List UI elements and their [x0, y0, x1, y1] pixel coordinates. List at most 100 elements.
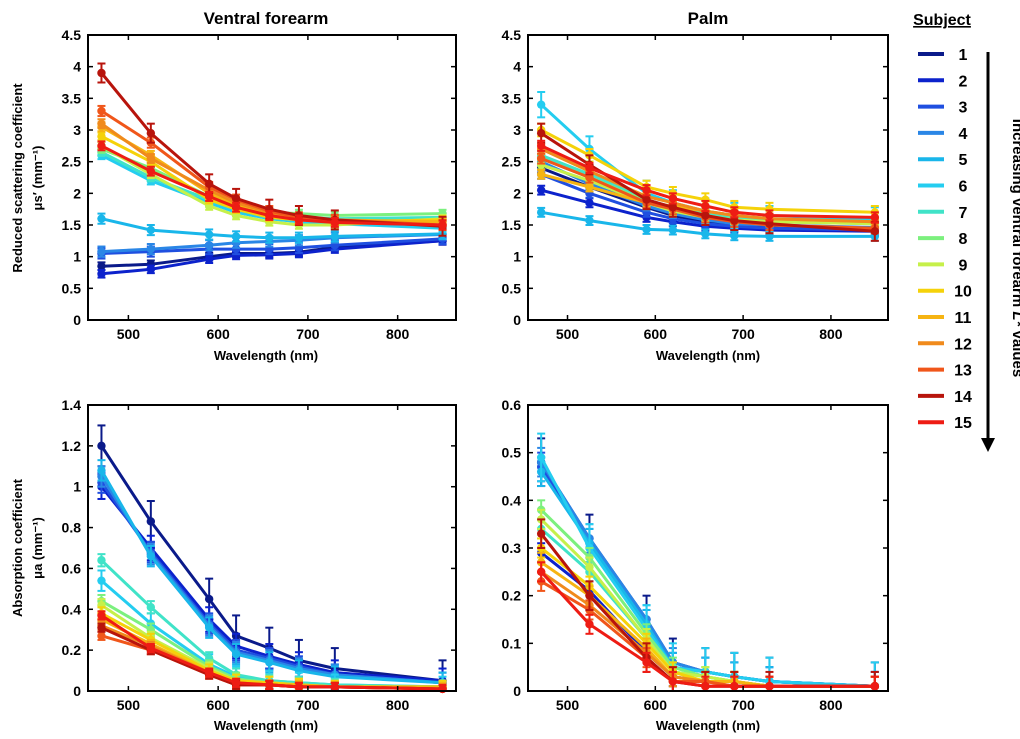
x-tick-label: 800: [386, 697, 410, 713]
data-point: [294, 215, 304, 225]
data-point: [97, 611, 106, 620]
series-line-3: [101, 237, 443, 255]
legend-label: 9: [959, 257, 968, 274]
data-point: [585, 182, 594, 192]
data-point: [294, 233, 304, 242]
data-point: [536, 453, 546, 462]
series-line-15: [540, 144, 875, 219]
data-point: [730, 208, 739, 217]
data-point: [642, 658, 651, 667]
data-point: [204, 230, 214, 239]
data-point: [231, 650, 241, 659]
data-point: [668, 225, 678, 235]
series-line-14: [100, 72, 443, 228]
axes-frame: [87, 404, 457, 692]
y-tick-label: 3.5: [502, 90, 522, 106]
xlabel-ventral-bottom: Wavelength (nm): [214, 718, 318, 733]
data-point: [642, 225, 651, 234]
legend-item-15: 15: [918, 415, 972, 432]
data-point: [204, 179, 214, 189]
arrow-label: Increasing ventral forearm L* values: [1009, 119, 1020, 377]
x-tick-label: 800: [386, 326, 410, 342]
x-tick-label: 800: [819, 697, 843, 713]
data-point: [536, 141, 546, 151]
y-tick-label: 4: [73, 59, 81, 75]
legend-label: 13: [954, 363, 972, 380]
data-point: [536, 529, 546, 538]
series-line-2: [101, 239, 443, 276]
axes-frame: [87, 34, 457, 321]
series-line-1: [101, 239, 443, 268]
data-point: [330, 218, 340, 227]
y-tick-label: 3: [513, 122, 521, 138]
data-point: [536, 208, 546, 217]
legend-title: Subject: [913, 12, 971, 29]
data-point: [204, 594, 214, 604]
series-4: [97, 465, 447, 692]
y-tick-label: 4: [513, 59, 521, 75]
x-tick-label: 600: [206, 326, 230, 342]
data-point: [330, 682, 340, 692]
y-tick-label: 2: [73, 185, 81, 201]
data-point: [870, 213, 880, 222]
data-point: [701, 211, 710, 220]
legend-label: 2: [959, 73, 968, 90]
series-line-10: [540, 128, 875, 214]
data-point: [204, 241, 214, 250]
data-point: [97, 119, 106, 128]
series-line-2: [540, 188, 875, 233]
data-point: [438, 220, 447, 230]
data-point: [231, 678, 241, 688]
series-14: [97, 62, 447, 237]
y-tick-label: 1.4: [62, 397, 82, 413]
data-point: [765, 219, 774, 228]
y-tick-label: 0.2: [62, 642, 82, 658]
legend-label: 14: [954, 389, 972, 406]
data-point: [146, 166, 156, 176]
data-point: [668, 203, 678, 212]
legend-item-9: 9: [918, 257, 968, 274]
legend-item-10: 10: [918, 284, 972, 301]
x-tick-label: 500: [556, 326, 580, 342]
data-point: [146, 551, 156, 561]
data-point: [765, 211, 774, 220]
legend-item-4: 4: [918, 126, 968, 143]
axes-frame: [527, 34, 889, 321]
chart-palm-scattering: 500 600 700 800 0 0.5 1 1.5 2 2.5 3 3.5 4 4.5: [502, 27, 889, 342]
arrow-label-prefix: Increasing ventral forearm: [1009, 119, 1020, 312]
y-tick-label: 1.5: [502, 217, 522, 233]
chart-ventral-scattering: 500 600 700 800 0 0.5 1 1.5 2 2.5 3 3.5 4 4.5: [62, 27, 457, 342]
data-point: [701, 201, 710, 211]
x-tick-label: 500: [117, 326, 141, 342]
y-tick-label: 0.5: [502, 280, 522, 296]
data-point: [536, 170, 546, 179]
arrow-head-icon: [981, 438, 995, 452]
data-point: [146, 265, 156, 274]
y-tick-label: 0.3: [502, 540, 522, 556]
panel-title-ventral: Ventral forearm: [204, 9, 329, 28]
y-tick-label: 0: [513, 683, 521, 699]
data-point: [642, 185, 651, 195]
ylabel-absorption-symbol: μa (mm⁻¹): [30, 517, 45, 579]
data-point: [870, 682, 880, 691]
data-point: [97, 556, 106, 565]
legend-item-6: 6: [918, 179, 968, 196]
data-point: [146, 244, 156, 254]
series-line-5: [101, 217, 443, 240]
series-line-5: [539, 470, 875, 688]
y-tick-label: 0.5: [62, 280, 82, 296]
series-5: [97, 212, 447, 244]
data-point: [97, 132, 106, 141]
data-point: [146, 128, 156, 138]
y-tick-label: 3.5: [62, 90, 82, 106]
series-line-9: [100, 144, 443, 227]
arrow-label-var: L*: [1009, 311, 1020, 327]
legend-item-7: 7: [918, 205, 968, 222]
series-line-5: [100, 469, 443, 685]
y-tick-label: 1: [513, 249, 521, 265]
data-point: [204, 623, 214, 632]
data-point: [585, 620, 594, 629]
y-tick-label: 0.2: [502, 588, 522, 604]
trend-arrow: [981, 52, 995, 452]
